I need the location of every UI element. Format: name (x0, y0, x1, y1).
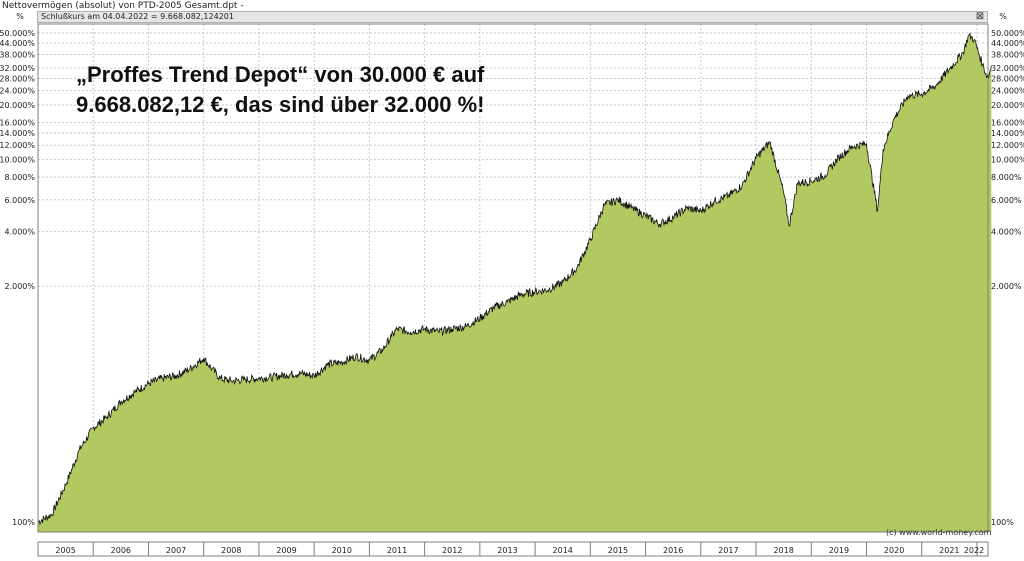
x-tick-label: 2014 (553, 546, 573, 555)
annotation: „Proffes Trend Depot“ von 30.000 € auf 9… (76, 60, 496, 120)
right-axis: 100% 2.000% 4.000% 6.000% 8.000% 10.000% 12.00… (991, 12, 1024, 527)
y-tick-label-left: 16.000% (0, 119, 35, 128)
x-tick-label: 2012 (442, 546, 462, 555)
y-tick-label-left: 8.000% (4, 173, 35, 182)
y-tick-label-right: 14.000% (991, 129, 1024, 138)
series-area (38, 32, 992, 533)
x-tick-label: 2017 (718, 546, 738, 555)
x-tick-label: 2022 (964, 546, 984, 555)
x-tick-label: 2005 (55, 546, 75, 555)
y-tick-label-right: 12.000% (991, 141, 1024, 150)
x-tick-label: 2020 (884, 546, 904, 555)
x-tick-label: 2021 (939, 546, 959, 555)
y-tick-label-right: 32.000% (991, 64, 1024, 73)
y-tick-label-left: 4.000% (4, 228, 35, 237)
y-tick-label-right: 44.000% (991, 39, 1024, 48)
window-title: Nettovermögen (absolut) von PTD-2005 Ges… (2, 1, 244, 11)
x-axis-band (37, 541, 989, 557)
y-tick-label-left: 6.000% (4, 196, 35, 205)
x-tick-label: 2007 (166, 546, 186, 555)
y-tick-label-left: 10.000% (0, 156, 35, 165)
y-tick-label-right: 20.000% (991, 101, 1024, 110)
x-tick-label: 2013 (497, 546, 517, 555)
close-icon[interactable]: ⊠ (975, 11, 985, 22)
y-tick-label-left: 20.000% (0, 101, 35, 110)
y-tick-label-left: 50.000% (0, 29, 35, 38)
y-tick-label-left: 24.000% (0, 87, 35, 96)
y-unit-left: % (16, 12, 24, 21)
y-tick-label-right: 38.000% (991, 51, 1024, 60)
y-tick-label-left: 44.000% (0, 39, 35, 48)
y-tick-label-right: 2.000% (991, 282, 1022, 291)
y-unit-right: % (999, 12, 1007, 21)
y-tick-label-right: 50.000% (991, 29, 1024, 38)
closing-price-info: Schlußkurs am 04.04.2022 = 9.668.082,124… (41, 12, 234, 21)
info-bar: Schlußkurs am 04.04.2022 = 9.668.082,124… (37, 11, 988, 23)
x-tick-label: 2009 (276, 546, 296, 555)
y-tick-label-left: 38.000% (0, 51, 35, 60)
y-tick-label-right: 8.000% (991, 173, 1022, 182)
y-tick-label-right: 24.000% (991, 87, 1024, 96)
x-tick-label: 2006 (111, 546, 131, 555)
plot-border (37, 23, 989, 533)
copyright: (c) www.world-money.com (886, 528, 992, 537)
annotation-line-1: „Proffes Trend Depot“ von 30.000 € auf (76, 62, 485, 87)
x-tick-label: 2018 (773, 546, 793, 555)
y-tick-label-right: 6.000% (991, 196, 1022, 205)
y-tick-label-left: 2.000% (4, 282, 35, 291)
annotation-line-2: 9.668.082,12 €, das sind über 32.000 %! (76, 92, 485, 117)
left-axis: 100% 2.000% 4.000% 6.000% 8.000% 10.000% 12.00… (0, 12, 35, 527)
x-axis: 2005 2006 2007 2008 2009 2010 2011 2012 2013 2014… (37, 541, 989, 557)
y-tick-label-left: 28.000% (0, 75, 35, 84)
x-tick-label: 2011 (387, 546, 407, 555)
y-tick-label-right: 28.000% (991, 75, 1024, 84)
x-tick-label: 2008 (221, 546, 241, 555)
x-tick-label: 2016 (663, 546, 683, 555)
series-layer (37, 32, 992, 533)
x-tick-label: 2010 (332, 546, 352, 555)
y-tick-label-left: 14.000% (0, 129, 35, 138)
y-tick-label-left: 100% (12, 518, 35, 527)
y-tick-label-left: 12.000% (0, 141, 35, 150)
y-tick-label-left: 32.000% (0, 64, 35, 73)
plot-frame (37, 23, 989, 533)
x-tick-label: 2015 (608, 546, 628, 555)
y-tick-label-right: 16.000% (991, 119, 1024, 128)
y-tick-label-right: 4.000% (991, 228, 1022, 237)
y-tick-label-right: 100% (991, 518, 1014, 527)
series-line (37, 32, 992, 526)
y-tick-label-right: 10.000% (991, 156, 1024, 165)
x-tick-label: 2019 (829, 546, 849, 555)
